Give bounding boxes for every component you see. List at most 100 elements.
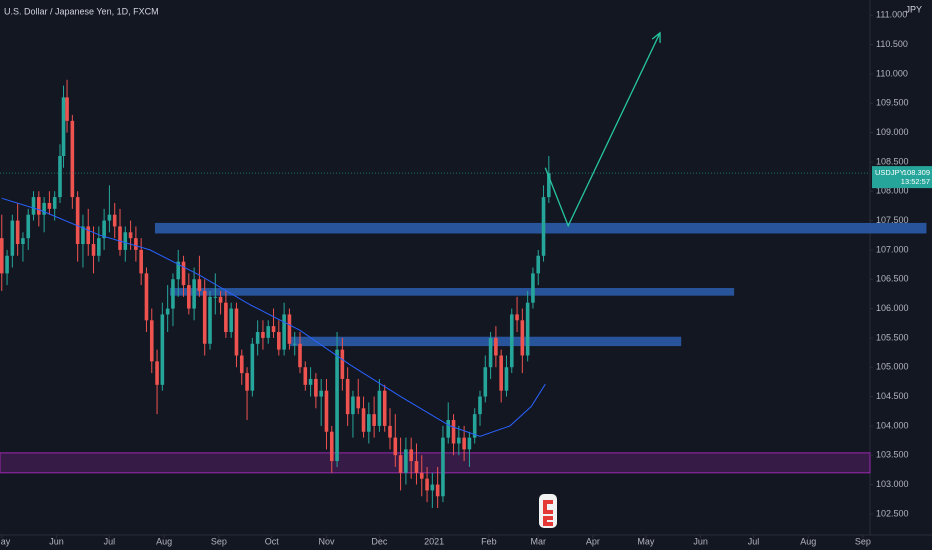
x-tick-label: Nov — [318, 536, 335, 546]
x-tick-label: Feb — [481, 536, 497, 546]
candle-body — [483, 367, 488, 397]
candle-body — [144, 273, 149, 321]
candle-body — [61, 97, 66, 157]
candle-body — [367, 414, 371, 432]
y-tick-label: 105.000 — [876, 362, 909, 372]
y-tick-label: 104.500 — [876, 391, 909, 401]
x-tick-label: Sep — [211, 536, 227, 546]
candle-body — [192, 279, 196, 309]
candle-body — [229, 308, 233, 333]
x-tick-label: Aug — [800, 536, 816, 546]
candle-body — [525, 302, 530, 356]
candle-body — [171, 279, 175, 309]
candle-body — [536, 255, 541, 274]
candle-body — [181, 261, 186, 286]
candle-body — [37, 197, 41, 215]
candle-body — [160, 314, 165, 385]
moving-average — [1, 197, 546, 437]
candle-body — [472, 414, 477, 438]
candle-body — [356, 396, 361, 409]
candle-body — [292, 343, 297, 345]
candle-body — [239, 355, 244, 374]
candle-body — [197, 279, 202, 291]
candle-body — [298, 343, 302, 368]
candle-body — [351, 396, 355, 415]
y-tick-label: 109.500 — [876, 98, 909, 108]
candle-body — [462, 437, 466, 450]
y-tick-label: 107.000 — [876, 244, 909, 254]
x-tick-label: Jun — [693, 536, 708, 546]
chart-title: U.S. Dollar / Japanese Yen, 1D, FXCM — [4, 6, 159, 16]
x-tick-label: 2021 — [424, 536, 444, 546]
zone — [0, 452, 871, 474]
plot — [0, 31, 927, 509]
zone — [154, 222, 927, 234]
candle-body — [75, 197, 80, 245]
candle-body — [26, 214, 31, 239]
candle-body — [329, 431, 334, 462]
y-tick-label: 103.500 — [876, 450, 909, 460]
candle-body — [70, 120, 75, 198]
candle-body — [425, 478, 429, 491]
candle-body — [149, 320, 154, 362]
candle-body — [266, 326, 271, 338]
y-tick-label: 110.500 — [876, 39, 908, 49]
candle-body — [451, 420, 456, 444]
candle-body — [404, 449, 408, 473]
candle-body — [187, 285, 191, 309]
x-tick-label: Sep — [855, 536, 871, 546]
candle-body — [282, 314, 286, 350]
candle-body — [86, 226, 91, 245]
x-tick-label: Mar — [530, 536, 546, 546]
candle-body — [112, 214, 117, 227]
candle-body — [139, 249, 143, 274]
candle-body — [531, 273, 535, 303]
candle-body — [218, 296, 223, 303]
candle-body — [261, 332, 265, 338]
x-tick-label: Dec — [371, 536, 388, 546]
candle-body — [372, 414, 376, 426]
candle-body — [388, 425, 392, 438]
candle-body — [118, 226, 122, 250]
candle-body — [97, 238, 101, 256]
candle-body — [65, 97, 69, 121]
y-tick-label: 105.500 — [876, 332, 909, 342]
projection-line — [544, 32, 661, 228]
candle-body — [457, 437, 461, 444]
y-tick-label: 111.000 — [876, 10, 907, 20]
candle-body — [478, 396, 482, 415]
candle-body — [398, 455, 403, 473]
zone — [290, 336, 682, 347]
y-tick-label: 108.500 — [876, 156, 909, 166]
candle-body — [31, 197, 36, 215]
candle-body — [382, 390, 387, 426]
candle-body — [467, 437, 472, 450]
candle-body — [430, 484, 435, 491]
candle-body — [91, 244, 96, 256]
candle-body — [409, 449, 413, 462]
candle-body — [21, 238, 25, 245]
y-tick-label: 106.500 — [876, 274, 909, 284]
logo-mark — [543, 500, 553, 526]
last-price-label: 108.309 — [903, 168, 930, 177]
x-tick-label: May — [637, 536, 655, 546]
candle-body — [419, 472, 424, 479]
candle-body — [15, 220, 20, 245]
x-tick-label: Jul — [748, 536, 760, 546]
y-tick-label: 103.000 — [876, 479, 909, 489]
candle-body — [314, 378, 318, 397]
candle-body — [303, 367, 308, 385]
candle-body — [165, 308, 170, 315]
candle-body — [377, 390, 382, 426]
y-tick-label: 106.000 — [876, 303, 909, 313]
candle-body — [134, 238, 138, 250]
candle-body — [0, 238, 4, 274]
candle-body — [245, 373, 249, 391]
candle-body — [393, 437, 398, 456]
candle-body — [234, 308, 239, 356]
zone — [169, 288, 735, 296]
y-tick-label: 110.000 — [876, 68, 908, 78]
logo — [539, 494, 557, 528]
